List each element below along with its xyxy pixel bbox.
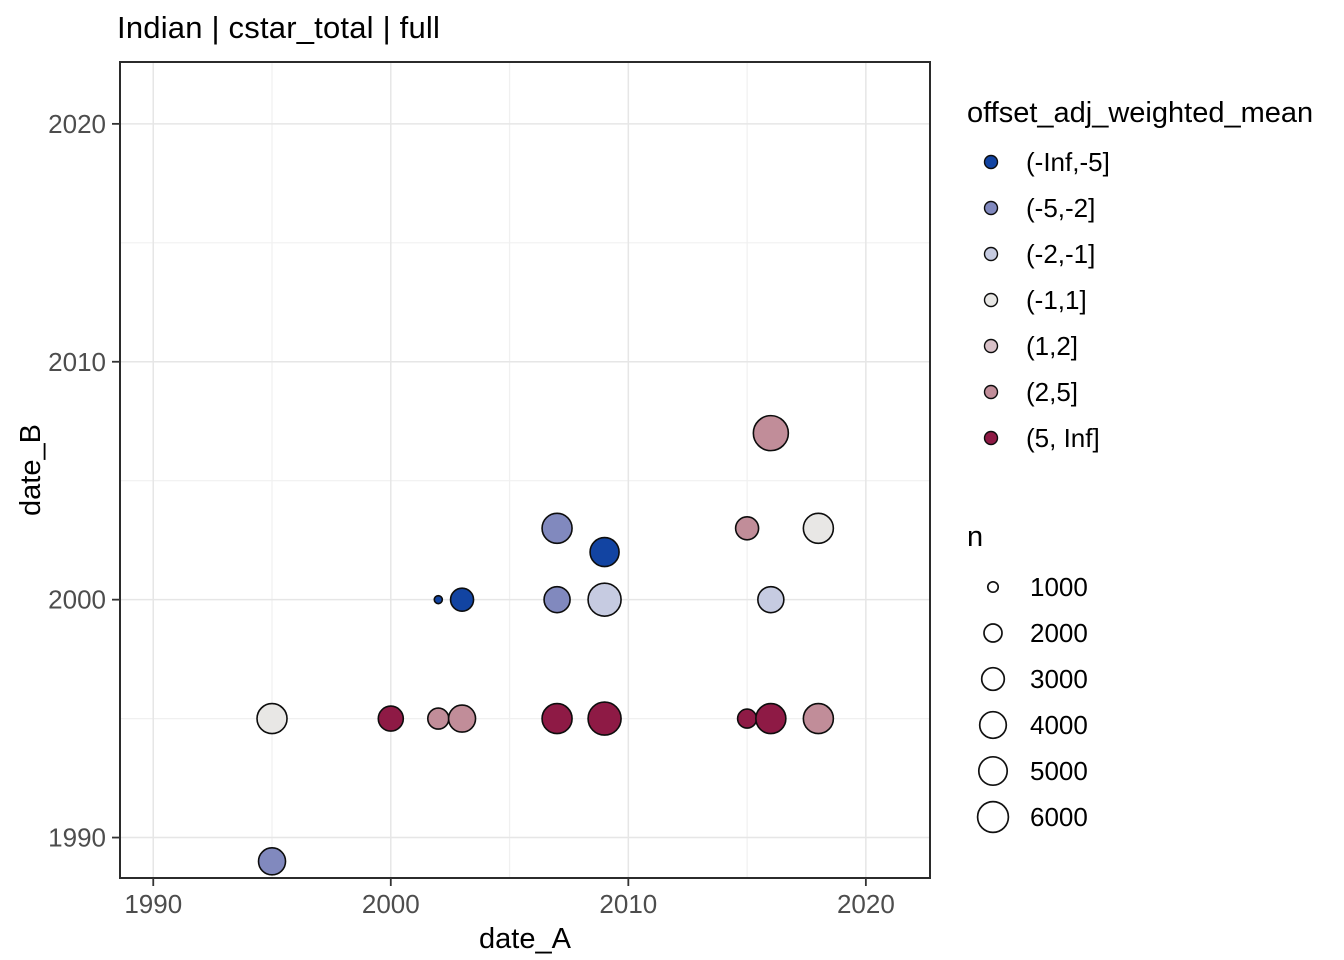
color-legend-swatch-icon — [983, 246, 999, 262]
size-legend-label: 3000 — [1030, 664, 1088, 694]
color-legend-label: (-5,-2] — [1026, 193, 1095, 223]
size-legend-label: 1000 — [1030, 572, 1088, 602]
size-legend-label: 2000 — [1030, 618, 1088, 648]
y-tick-label: 2020 — [48, 109, 106, 139]
data-point — [752, 414, 790, 452]
data-point — [377, 705, 405, 732]
data-point — [543, 585, 571, 614]
y-axis-label: date_B — [15, 424, 47, 516]
data-point — [257, 847, 287, 876]
plot-panel-border — [119, 61, 931, 879]
size-legend-swatch-icon — [980, 666, 1006, 692]
data-point — [256, 702, 288, 735]
data-point — [587, 701, 622, 736]
data-point — [433, 594, 444, 605]
x-tick-label: 2000 — [362, 889, 420, 919]
size-legend-swatch-icon — [983, 623, 1003, 643]
size-legend-swatch-icon — [986, 580, 1000, 594]
data-point — [589, 536, 620, 568]
data-point — [426, 707, 450, 730]
color-legend-swatch-icon — [983, 384, 999, 400]
x-tick-label: 2020 — [837, 889, 895, 919]
y-tick-label: 1990 — [48, 823, 106, 853]
color-legend-swatch-icon — [983, 430, 999, 446]
color-legend-title: offset_adj_weighted_mean — [967, 97, 1313, 129]
data-point — [587, 582, 622, 617]
plot-title: Indian | cstar_total | full — [117, 10, 441, 45]
size-legend-label: 4000 — [1030, 710, 1088, 740]
size-legend-label: 5000 — [1030, 756, 1088, 786]
size-legend-label: 6000 — [1030, 802, 1088, 832]
size-legend-swatch-icon — [978, 710, 1008, 740]
color-legend-label: (5, Inf] — [1026, 423, 1100, 453]
size-legend-swatch-icon — [976, 800, 1010, 834]
data-point — [802, 512, 835, 545]
data-point — [734, 515, 760, 541]
x-tick-label: 1990 — [124, 889, 182, 919]
x-axis-label: date_A — [479, 923, 572, 955]
color-legend-label: (-2,-1] — [1026, 239, 1095, 269]
data-point — [541, 512, 573, 545]
color-legend-label: (-Inf,-5] — [1026, 147, 1110, 177]
data-point — [447, 704, 477, 733]
color-legend-label: (2,5] — [1026, 377, 1078, 407]
color-legend-label: (-1,1] — [1026, 285, 1087, 315]
color-legend-swatch-icon — [983, 292, 999, 308]
data-point — [736, 708, 758, 729]
color-legend-swatch-icon — [983, 338, 999, 354]
color-legend-swatch-icon — [983, 154, 999, 170]
y-tick-label: 2010 — [48, 347, 106, 377]
y-tick-label: 2000 — [48, 585, 106, 615]
size-legend-swatch-icon — [977, 755, 1009, 787]
data-point — [802, 702, 835, 735]
color-legend-label: (1,2] — [1026, 331, 1078, 361]
data-point — [757, 585, 785, 614]
data-point — [541, 702, 573, 735]
x-tick-label: 2010 — [599, 889, 657, 919]
data-point — [449, 587, 475, 612]
data-point — [755, 702, 787, 735]
color-legend-swatch-icon — [983, 200, 999, 216]
size-legend-title: n — [967, 521, 983, 553]
